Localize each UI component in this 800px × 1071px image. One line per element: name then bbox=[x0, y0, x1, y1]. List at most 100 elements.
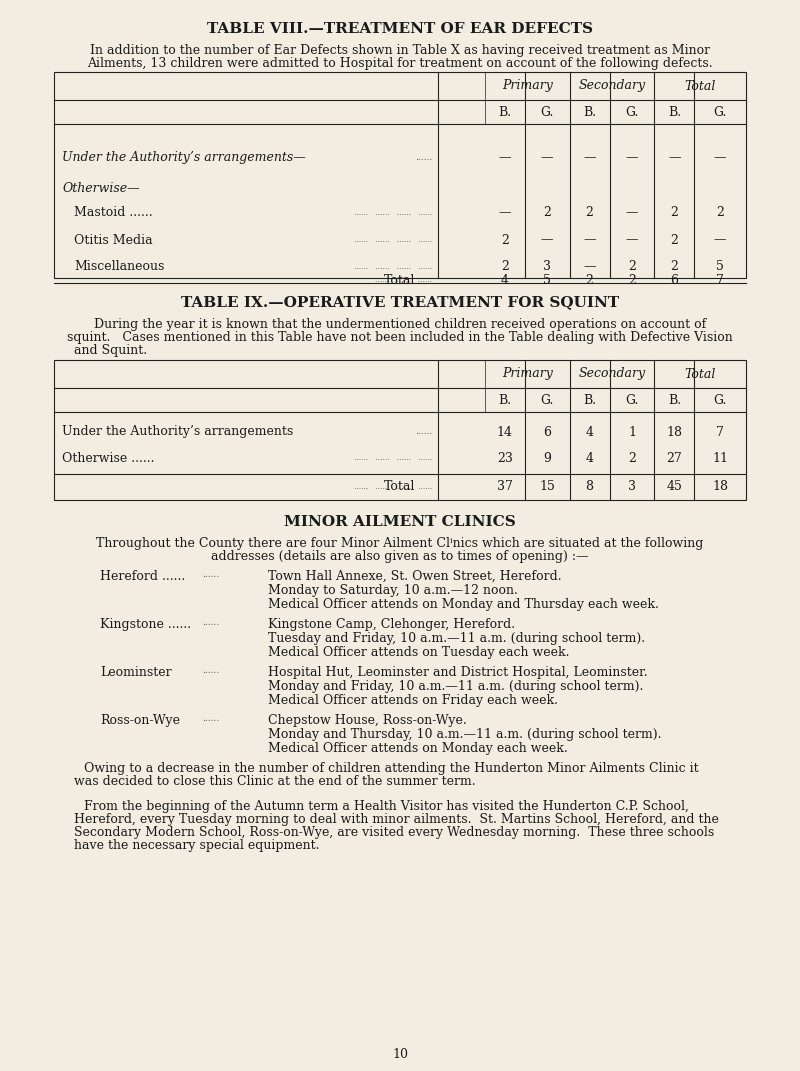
Text: addresses (details are also given as to times of opening) :—: addresses (details are also given as to … bbox=[211, 550, 589, 563]
Text: ......: ...... bbox=[202, 666, 219, 675]
Text: B.: B. bbox=[668, 393, 681, 407]
Text: Secondary Modern School, Ross-on-Wye, are visited every Wednesday morning.  Thes: Secondary Modern School, Ross-on-Wye, ar… bbox=[74, 826, 714, 839]
Text: 23: 23 bbox=[497, 452, 513, 465]
Text: ......: ...... bbox=[415, 427, 433, 437]
Text: have the necessary special equipment.: have the necessary special equipment. bbox=[74, 839, 320, 853]
Text: Under the Authority’s arrangements: Under the Authority’s arrangements bbox=[62, 425, 294, 438]
Text: Leominster: Leominster bbox=[100, 666, 172, 679]
Text: 6: 6 bbox=[670, 274, 678, 287]
Text: B.: B. bbox=[583, 393, 596, 407]
Text: G.: G. bbox=[714, 106, 726, 119]
Text: Chepstow House, Ross-on-Wye.: Chepstow House, Ross-on-Wye. bbox=[268, 714, 466, 727]
Text: G.: G. bbox=[626, 106, 638, 119]
Text: 2: 2 bbox=[543, 207, 551, 220]
Text: ......   ......   ......   ......: ...... ...... ...... ...... bbox=[354, 483, 433, 491]
Text: 18: 18 bbox=[666, 425, 682, 438]
Text: Ross-on-Wye: Ross-on-Wye bbox=[100, 714, 180, 727]
Text: 4: 4 bbox=[501, 274, 509, 287]
Text: B.: B. bbox=[498, 393, 511, 407]
Text: Medical Officer attends on Tuesday each week.: Medical Officer attends on Tuesday each … bbox=[268, 646, 570, 659]
Text: 2: 2 bbox=[716, 207, 724, 220]
Text: Hereford, every Tuesday morning to deal with minor ailments.  St. Martins School: Hereford, every Tuesday morning to deal … bbox=[74, 813, 719, 826]
Text: ......   ......   ......   ......: ...... ...... ...... ...... bbox=[354, 236, 433, 244]
Text: 45: 45 bbox=[666, 481, 682, 494]
Text: ......   ......   ......   ......: ...... ...... ...... ...... bbox=[354, 209, 433, 217]
Text: Ailments, 13 children were admitted to Hospital for treatment on account of the : Ailments, 13 children were admitted to H… bbox=[87, 57, 713, 70]
Text: During the year it is known that the undermentioned children received operations: During the year it is known that the und… bbox=[94, 318, 706, 331]
Text: 2: 2 bbox=[586, 274, 594, 287]
Text: MINOR AILMENT CLINICS: MINOR AILMENT CLINICS bbox=[284, 515, 516, 529]
Text: Town Hall Annexe, St. Owen Street, Hereford.: Town Hall Annexe, St. Owen Street, Heref… bbox=[268, 570, 562, 583]
Text: From the beginning of the Autumn term a Health Visitor has visited the Hunderton: From the beginning of the Autumn term a … bbox=[85, 800, 690, 813]
Text: Primary: Primary bbox=[502, 367, 553, 380]
Text: —: — bbox=[541, 151, 554, 165]
Text: squint.   Cases mentioned in this Table have not been included in the Table deal: squint. Cases mentioned in this Table ha… bbox=[67, 331, 733, 344]
Text: G.: G. bbox=[626, 393, 638, 407]
Text: Secondary: Secondary bbox=[578, 367, 646, 380]
Text: Mastoid ......: Mastoid ...... bbox=[74, 207, 153, 220]
Text: 11: 11 bbox=[712, 452, 728, 465]
Text: Medical Officer attends on Monday each week.: Medical Officer attends on Monday each w… bbox=[268, 742, 568, 755]
Text: Throughout the County there are four Minor Ailment Clⁱnics which are situated at: Throughout the County there are four Min… bbox=[96, 537, 704, 550]
Text: 4: 4 bbox=[586, 425, 594, 438]
Text: 4: 4 bbox=[586, 452, 594, 465]
Text: and Squint.: and Squint. bbox=[74, 344, 147, 357]
Text: —: — bbox=[626, 207, 638, 220]
Text: —: — bbox=[714, 151, 726, 165]
Text: G.: G. bbox=[541, 393, 554, 407]
Text: —: — bbox=[714, 233, 726, 246]
Text: G.: G. bbox=[714, 393, 726, 407]
Text: was decided to close this Clinic at the end of the summer term.: was decided to close this Clinic at the … bbox=[74, 775, 476, 788]
Text: Tuesday and Friday, 10 a.m.—11 a.m. (during school term).: Tuesday and Friday, 10 a.m.—11 a.m. (dur… bbox=[268, 632, 645, 645]
Text: 6: 6 bbox=[543, 425, 551, 438]
Text: 2: 2 bbox=[501, 233, 509, 246]
Text: Total: Total bbox=[684, 367, 716, 380]
Text: Total: Total bbox=[684, 79, 716, 92]
Text: 7: 7 bbox=[716, 274, 724, 287]
Text: G.: G. bbox=[541, 106, 554, 119]
Text: —: — bbox=[583, 151, 596, 165]
Text: Under the Authority’s arrangements—: Under the Authority’s arrangements— bbox=[62, 151, 306, 165]
Text: 37: 37 bbox=[497, 481, 513, 494]
Text: 2: 2 bbox=[670, 233, 678, 246]
Text: —: — bbox=[626, 233, 638, 246]
Text: ......   ......   ......   ......: ...... ...... ...... ...... bbox=[354, 263, 433, 271]
Text: B.: B. bbox=[498, 106, 511, 119]
Text: 5: 5 bbox=[543, 274, 551, 287]
Text: TABLE VIII.—TREATMENT OF EAR DEFECTS: TABLE VIII.—TREATMENT OF EAR DEFECTS bbox=[207, 22, 593, 36]
Text: Otitis Media: Otitis Media bbox=[74, 233, 153, 246]
Text: 2: 2 bbox=[501, 260, 509, 273]
Text: Miscellaneous: Miscellaneous bbox=[74, 260, 165, 273]
Text: ......: ...... bbox=[202, 570, 219, 579]
Text: 7: 7 bbox=[716, 425, 724, 438]
Text: —: — bbox=[583, 260, 596, 273]
Text: Medical Officer attends on Friday each week.: Medical Officer attends on Friday each w… bbox=[268, 694, 558, 707]
Text: ......: ...... bbox=[202, 618, 219, 627]
Text: —: — bbox=[498, 207, 511, 220]
Text: Kingstone Camp, Clehonger, Hereford.: Kingstone Camp, Clehonger, Hereford. bbox=[268, 618, 515, 631]
Text: —: — bbox=[668, 151, 681, 165]
Text: Secondary: Secondary bbox=[578, 79, 646, 92]
Text: Otherwise ......: Otherwise ...... bbox=[62, 452, 155, 465]
Text: —: — bbox=[498, 151, 511, 165]
Text: Total: Total bbox=[384, 481, 416, 494]
Text: 27: 27 bbox=[666, 452, 682, 465]
Bar bbox=[54, 72, 746, 278]
Text: ......: ...... bbox=[415, 153, 433, 163]
Text: ......   ......   ......   ......: ...... ...... ...... ...... bbox=[354, 454, 433, 462]
Text: Total: Total bbox=[384, 274, 416, 287]
Bar bbox=[54, 360, 746, 500]
Text: ......: ...... bbox=[202, 714, 219, 723]
Text: Medical Officer attends on Monday and Thursday each week.: Medical Officer attends on Monday and Th… bbox=[268, 598, 659, 610]
Text: 15: 15 bbox=[539, 481, 555, 494]
Text: Monday and Friday, 10 a.m.—11 a.m. (during school term).: Monday and Friday, 10 a.m.—11 a.m. (duri… bbox=[268, 680, 643, 693]
Text: Kingstone ......: Kingstone ...... bbox=[100, 618, 191, 631]
Text: Monday and Thursday, 10 a.m.—11 a.m. (during school term).: Monday and Thursday, 10 a.m.—11 a.m. (du… bbox=[268, 728, 662, 741]
Text: TABLE IX.—OPERATIVE TREATMENT FOR SQUINT: TABLE IX.—OPERATIVE TREATMENT FOR SQUINT bbox=[181, 295, 619, 310]
Text: 18: 18 bbox=[712, 481, 728, 494]
Text: 5: 5 bbox=[716, 260, 724, 273]
Text: 9: 9 bbox=[543, 452, 551, 465]
Text: —: — bbox=[626, 151, 638, 165]
Text: 2: 2 bbox=[628, 260, 636, 273]
Text: ......   ......   ......: ...... ...... ...... bbox=[375, 276, 433, 285]
